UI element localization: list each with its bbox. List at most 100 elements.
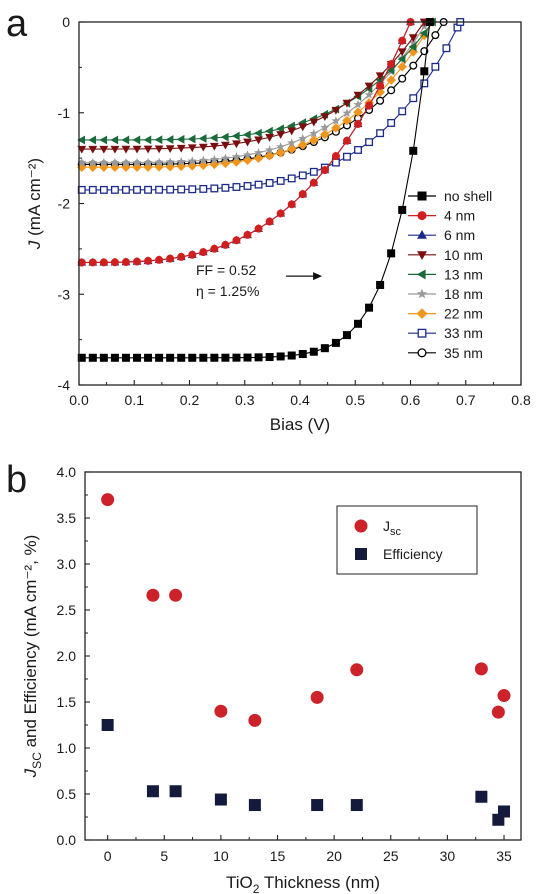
- legend-item-b: Efficiency: [355, 546, 443, 562]
- data-point: [143, 145, 153, 154]
- data-point: [286, 144, 297, 154]
- data-point: [254, 147, 264, 157]
- data-point: [353, 107, 363, 118]
- data-point: [188, 185, 197, 194]
- jv-series-33-nm: [77, 18, 465, 194]
- data-point: [353, 99, 363, 109]
- legend-b: Jsc Efficiency: [336, 505, 478, 575]
- jv-series-group: [76, 17, 465, 362]
- data-point: [387, 249, 396, 258]
- y-axis-label-a: J (mA cm⁻²): [25, 158, 44, 250]
- y-tick-label-a: -1: [58, 105, 71, 121]
- y-tick-label-b: 0.0: [57, 832, 77, 848]
- legend-item-a: 13 nm: [408, 266, 483, 282]
- legend-marker: [416, 269, 426, 280]
- axis-ticks-b: 0 5 10 15 20 25 30 35 0.0 0.5 1.0 1.5 2.0 2.5 3.0 3.5 4.…: [57, 464, 512, 864]
- y-tick-label-b: 0.5: [57, 786, 77, 802]
- data-point: [320, 113, 330, 121]
- legend-label: Jsc: [383, 518, 402, 538]
- data-point: [287, 351, 296, 360]
- data-point: [265, 145, 275, 154]
- data-point: [110, 258, 119, 267]
- data-point: [431, 62, 440, 71]
- legend-item-a: 18 nm: [408, 286, 483, 302]
- jv-line: [81, 21, 428, 164]
- data-point: [320, 344, 329, 353]
- legend-item-a: 22 nm: [408, 306, 483, 322]
- legend-label: 10 nm: [444, 247, 483, 263]
- data-point: [155, 255, 164, 264]
- x-tick-label-a: 0.1: [125, 392, 145, 408]
- data-point: [386, 75, 396, 85]
- data-point: [101, 719, 114, 731]
- data-point: [398, 205, 407, 214]
- data-point: [287, 138, 297, 147]
- x-tick-label-a: 0.0: [69, 392, 89, 408]
- x-tick-label-a: 0.4: [290, 392, 310, 408]
- data-point: [343, 152, 351, 161]
- data-point: [309, 135, 319, 145]
- y-axis-unit: (mA cm⁻²): [25, 158, 44, 241]
- legend-item-a: 10 nm: [408, 247, 483, 263]
- data-point: [198, 134, 207, 143]
- legend-label: 13 nm: [444, 266, 483, 282]
- data-point: [320, 129, 330, 140]
- data-point: [254, 224, 263, 233]
- legend-label: 4 nm: [444, 208, 475, 224]
- data-point: [408, 34, 418, 43]
- data-point: [187, 134, 196, 144]
- data-point: [397, 48, 407, 57]
- data-point: [110, 135, 119, 145]
- data-point: [242, 130, 251, 140]
- data-point: [420, 79, 429, 88]
- y-tick-label-b: 4.0: [57, 464, 77, 480]
- x-tick-label-b: 30: [440, 848, 456, 864]
- x-axis-label-part: Thickness (nm): [259, 873, 380, 892]
- data-point: [364, 90, 374, 99]
- legend-item-a: 35 nm: [408, 345, 483, 361]
- data-point: [166, 185, 175, 194]
- data-point: [110, 185, 119, 194]
- data-point: [188, 353, 197, 362]
- data-point: [77, 157, 87, 167]
- data-point: [408, 42, 417, 52]
- data-point: [231, 151, 242, 161]
- annotation-ff-eta: FF = 0.52 η = 1.25%: [196, 262, 323, 299]
- data-point: [232, 236, 241, 245]
- data-point: [144, 256, 153, 265]
- data-point: [320, 166, 329, 175]
- data-point: [177, 252, 186, 261]
- data-point: [386, 65, 395, 75]
- jv-series-4-nm: [77, 18, 415, 267]
- x-tick-label-b: 20: [326, 848, 342, 864]
- data-point: [188, 250, 197, 259]
- y-tick-label-b: 3.5: [57, 510, 77, 526]
- data-point: [155, 185, 164, 194]
- data-point: [146, 588, 160, 602]
- data-point: [297, 140, 308, 150]
- data-point: [298, 133, 308, 143]
- data-point: [133, 185, 141, 194]
- data-point: [265, 134, 275, 142]
- legend-marker: [416, 288, 428, 299]
- data-point: [132, 145, 142, 154]
- data-point: [376, 280, 385, 289]
- data-point: [99, 258, 108, 267]
- data-point: [309, 178, 318, 187]
- data-point: [387, 60, 396, 69]
- data-point: [276, 131, 286, 139]
- data-point: [331, 158, 340, 167]
- data-point: [154, 145, 164, 154]
- panel-a-jv-curves: a 0.0 0.1 0.2 0.3 0.4 0.5 0.6 0.7 0.8 0 -1 -2 -3 -4 B…: [6, 3, 531, 434]
- data-point: [209, 133, 218, 143]
- data-point: [409, 61, 418, 70]
- x-tick-label-b: 10: [213, 848, 229, 864]
- data-point: [320, 122, 330, 132]
- data-point: [287, 200, 296, 209]
- panel-b-scatter: b 0 5 10 15 20 25 30 35 0.0 0.5 1.0 1.5 2.0 2.5 3.0 3.5…: [6, 459, 522, 894]
- data-point: [121, 353, 130, 362]
- data-point: [199, 184, 208, 193]
- data-point: [144, 185, 153, 194]
- data-point: [110, 353, 119, 362]
- data-point: [88, 157, 98, 167]
